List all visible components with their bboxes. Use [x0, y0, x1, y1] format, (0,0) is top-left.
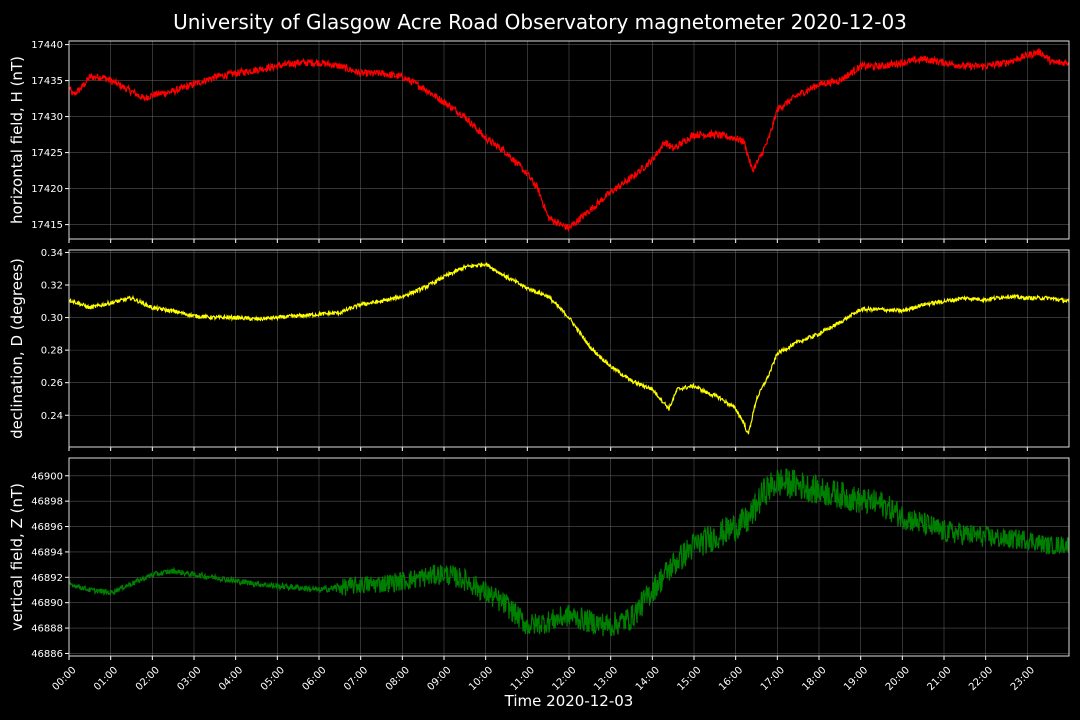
y-tick-label: 46888 [31, 624, 63, 635]
x-tick-label: 03:00 [175, 665, 203, 693]
y-tick-label: 46896 [31, 522, 63, 533]
panel-frame [68, 40, 1070, 240]
x-tick-label: 06:00 [300, 665, 328, 693]
x-tick-label: 05:00 [259, 665, 287, 693]
y-tick-label: 0.24 [41, 411, 63, 422]
y-tick-label: 17415 [31, 220, 63, 231]
y-tick-label: 46886 [31, 649, 63, 660]
x-tick-label: 23:00 [1009, 665, 1037, 693]
x-tick-label: 22:00 [967, 665, 995, 693]
panel-frame [68, 249, 1070, 448]
chart-title: University of Glasgow Acre Road Observat… [173, 10, 907, 34]
x-tick-label: 11:00 [509, 665, 537, 693]
x-tick-label: 08:00 [384, 665, 412, 693]
y-tick-label: 0.32 [41, 281, 63, 292]
x-tick-label: 09:00 [425, 665, 453, 693]
y-tick-label: 17430 [31, 112, 63, 123]
x-tick-label: 18:00 [800, 665, 828, 693]
x-tick-label: 16:00 [717, 665, 745, 693]
panel-frame [68, 457, 1070, 657]
y-tick-label: 0.26 [41, 378, 63, 389]
x-tick-label: 07:00 [342, 665, 370, 693]
y-tick-label: 0.30 [41, 313, 63, 324]
y-tick-label: 0.34 [41, 248, 63, 259]
series-line-H [69, 48, 1069, 233]
series-line-D [69, 262, 1069, 435]
x-tick-label: 15:00 [675, 665, 703, 693]
y-axis-label-Z: vertical field, Z (nT) [8, 483, 26, 631]
y-axis-label-H: horizontal field, H (nT) [8, 56, 26, 224]
x-tick-label: 21:00 [925, 665, 953, 693]
series-line-Z [69, 468, 1069, 637]
y-tick-label: 17425 [31, 148, 63, 159]
y-axis-label-D: declination, D (degrees) [8, 258, 26, 439]
x-axis: 00:00 01:00 02:00 03:00 04:00 05:00 06:00 07:00… [50, 665, 1036, 693]
panel-D: 0.24 0.26 0.28 0.30 0.32 0.34 declination, D (… [8, 248, 1070, 451]
x-axis-label: Time 2020-12-03 [504, 692, 634, 710]
x-tick-label: 14:00 [634, 665, 662, 693]
x-tick-label: 12:00 [550, 665, 578, 693]
y-tick-label: 17440 [31, 40, 63, 51]
panel-Z: 46886 46888 46890 46892 46894 46896 46898 46900… [8, 457, 1070, 660]
y-tick-label: 46898 [31, 497, 63, 508]
y-tick-label: 46894 [31, 547, 63, 558]
y-tick-label: 46892 [31, 573, 63, 584]
panel-H: 17415 17420 17425 17430 17435 17440 horizontal… [8, 40, 1070, 243]
x-tick-label: 01:00 [92, 665, 120, 693]
chart-panels: 17415 17420 17425 17430 17435 17440 horizontal… [8, 40, 1070, 660]
y-tick-label: 46900 [31, 471, 63, 482]
x-tick-label: 10:00 [467, 665, 495, 693]
y-tick-label: 0.28 [41, 346, 63, 357]
x-tick-label: 19:00 [842, 665, 870, 693]
y-tick-label: 17420 [31, 184, 63, 195]
x-tick-label: 02:00 [134, 665, 162, 693]
y-tick-label: 46890 [31, 598, 63, 609]
x-tick-label: 13:00 [592, 665, 620, 693]
x-tick-label: 17:00 [759, 665, 787, 693]
y-tick-label: 17435 [31, 76, 63, 87]
x-tick-label: 00:00 [50, 665, 78, 693]
x-tick-label: 20:00 [884, 665, 912, 693]
x-tick-label: 04:00 [217, 665, 245, 693]
